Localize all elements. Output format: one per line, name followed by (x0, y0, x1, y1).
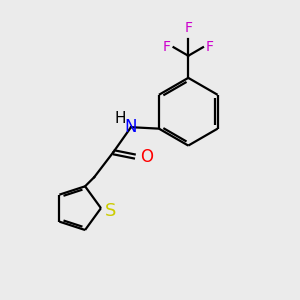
Text: S: S (105, 202, 117, 220)
Text: F: F (206, 40, 214, 54)
Text: O: O (140, 148, 153, 166)
Text: F: F (184, 21, 192, 35)
Text: N: N (125, 118, 137, 136)
Text: H: H (115, 111, 126, 126)
Text: F: F (163, 40, 171, 54)
